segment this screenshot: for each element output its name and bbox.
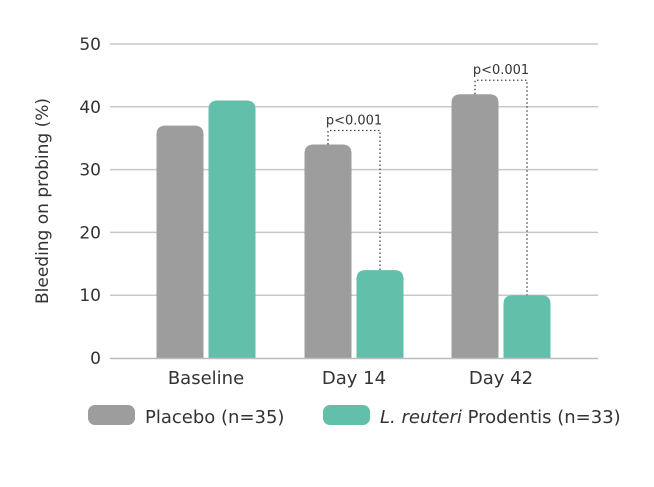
x-category-label: Day 14 xyxy=(322,368,386,389)
significance-label: p<0.001 xyxy=(326,113,382,128)
bar-reuteri-2 xyxy=(503,295,551,358)
legend-label-reuteri-rest: Prodentis (n=33) xyxy=(462,407,621,428)
legend-label-reuteri-species: L. reuteri xyxy=(380,407,462,428)
bar-reuteri-1 xyxy=(356,270,404,358)
bar-placebo-1 xyxy=(304,144,352,358)
y-tick-label: 30 xyxy=(79,161,101,181)
y-tick-label: 20 xyxy=(79,223,101,243)
bar-placebo-2 xyxy=(451,94,499,359)
significance-annotations: p<0.001 p<0.001 xyxy=(326,63,529,296)
significance-bracket xyxy=(327,129,381,271)
legend-label-placebo: Placebo (n=35) xyxy=(145,407,284,428)
x-category-label: Baseline xyxy=(168,368,244,389)
legend: Placebo (n=35) L. reuteri Prodentis (n=3… xyxy=(88,405,621,428)
y-axis-ticks: 0 10 20 30 40 50 xyxy=(79,35,101,369)
bar-reuteri-0 xyxy=(208,100,256,359)
y-tick-label: 40 xyxy=(79,98,101,118)
x-category-label: Day 42 xyxy=(469,368,533,389)
significance-label: p<0.001 xyxy=(473,63,529,78)
significance-bracket xyxy=(474,79,528,296)
legend-swatch-placebo xyxy=(88,405,135,425)
legend-label-reuteri: L. reuteri Prodentis (n=33) xyxy=(380,407,621,428)
y-axis-label: Bleeding on probing (%) xyxy=(33,98,53,304)
y-tick-label: 10 xyxy=(79,286,101,306)
bar-placebo-0 xyxy=(156,125,204,358)
x-axis-categories: Baseline Day 14 Day 42 xyxy=(168,368,533,389)
y-tick-label: 50 xyxy=(79,35,101,55)
legend-swatch-reuteri xyxy=(323,405,370,425)
y-tick-label: 0 xyxy=(90,349,101,369)
bars xyxy=(156,94,551,359)
